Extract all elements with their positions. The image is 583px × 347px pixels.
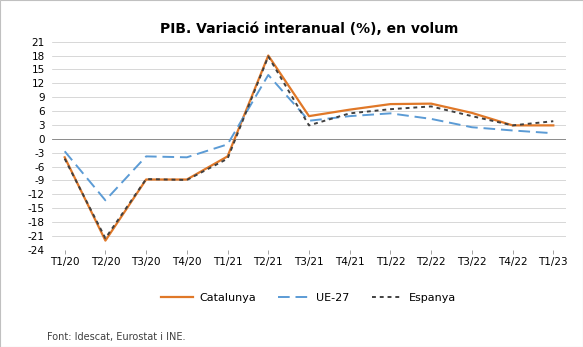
Legend: Catalunya, UE-27, Espanya: Catalunya, UE-27, Espanya <box>157 289 461 307</box>
UE-27 <box>428 117 435 121</box>
Catalunya <box>550 123 557 127</box>
Catalunya <box>468 111 475 115</box>
Espanya <box>224 156 231 161</box>
Catalunya <box>143 177 150 181</box>
Line: Espanya: Espanya <box>65 57 553 238</box>
Espanya <box>143 177 150 181</box>
Catalunya <box>61 155 68 159</box>
UE-27 <box>346 114 353 118</box>
UE-27 <box>265 73 272 77</box>
Catalunya <box>305 114 312 118</box>
Espanya <box>346 111 353 116</box>
UE-27 <box>550 131 557 135</box>
Line: UE-27: UE-27 <box>65 75 553 200</box>
UE-27 <box>305 119 312 123</box>
Espanya <box>509 123 516 127</box>
Text: Font: Idescat, Eurostat i INE.: Font: Idescat, Eurostat i INE. <box>47 332 185 342</box>
Title: PIB. Variació interanual (%), en volum: PIB. Variació interanual (%), en volum <box>160 22 458 36</box>
Catalunya <box>102 238 109 243</box>
Catalunya <box>224 154 231 159</box>
Catalunya <box>428 102 435 106</box>
Catalunya <box>265 53 272 58</box>
UE-27 <box>509 128 516 133</box>
UE-27 <box>387 111 394 116</box>
Espanya <box>183 178 190 182</box>
Espanya <box>305 123 312 127</box>
Espanya <box>102 236 109 240</box>
Espanya <box>550 119 557 123</box>
Espanya <box>61 156 68 161</box>
Line: Catalunya: Catalunya <box>65 56 553 240</box>
UE-27 <box>224 142 231 146</box>
Espanya <box>468 114 475 118</box>
Espanya <box>265 54 272 59</box>
UE-27 <box>143 154 150 159</box>
Espanya <box>387 107 394 111</box>
UE-27 <box>183 155 190 159</box>
Catalunya <box>387 102 394 106</box>
UE-27 <box>61 149 68 153</box>
Catalunya <box>183 177 190 181</box>
Catalunya <box>509 123 516 127</box>
UE-27 <box>102 198 109 202</box>
Espanya <box>428 104 435 109</box>
UE-27 <box>468 125 475 129</box>
Catalunya <box>346 108 353 112</box>
